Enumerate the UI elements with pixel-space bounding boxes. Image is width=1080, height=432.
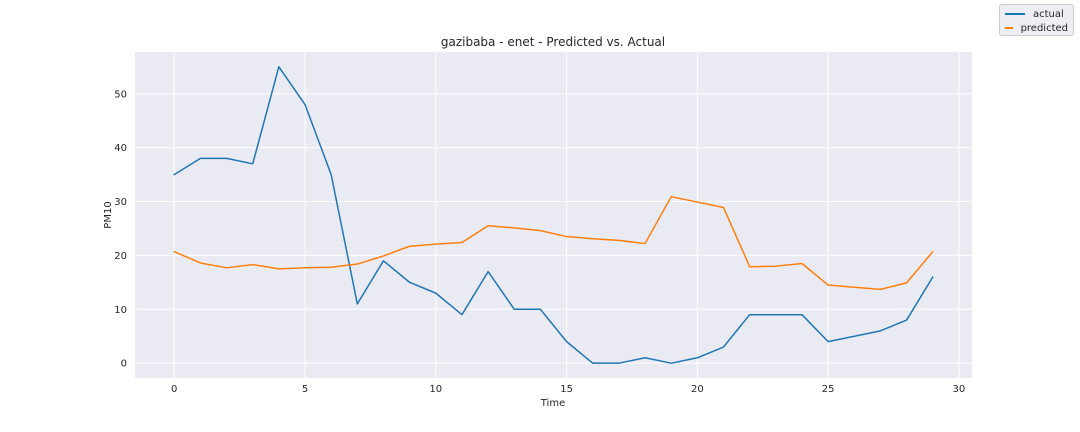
legend-item-actual: actual (1005, 7, 1068, 21)
legend-label-predicted: predicted (1020, 22, 1068, 34)
x-tick-label: 30 (953, 384, 966, 395)
x-axis-ticks: 0 5 10 15 20 25 30 (171, 384, 965, 395)
y-tick-label: 0 (121, 359, 127, 370)
series-line-predicted (173, 195, 934, 291)
y-axis-ticks: 0 10 20 30 40 50 (114, 89, 127, 369)
plot-background (135, 52, 972, 378)
y-tick-label: 10 (114, 305, 127, 316)
series-layer (173, 66, 934, 364)
y-tick-label: 40 (114, 143, 127, 154)
x-tick-label: 5 (302, 384, 308, 395)
y-tick-label: 20 (114, 251, 127, 262)
legend-swatch-predicted (1005, 27, 1013, 29)
x-tick-label: 15 (560, 384, 573, 395)
x-tick-label: 25 (822, 384, 835, 395)
x-tick-label: 10 (429, 384, 442, 395)
series-line-actual (173, 66, 934, 364)
legend: actual predicted (999, 4, 1074, 36)
x-axis-label: Time (540, 398, 565, 409)
grid (135, 52, 972, 378)
x-tick-label: 0 (171, 384, 177, 395)
chart-title: gazibaba - enet - Predicted vs. Actual (441, 35, 665, 49)
legend-swatch-actual (1005, 13, 1025, 15)
y-axis-label: PM10 (103, 201, 114, 228)
y-tick-label: 50 (114, 89, 127, 100)
x-tick-label: 20 (691, 384, 704, 395)
legend-item-predicted: predicted (1005, 21, 1068, 35)
legend-label-actual: actual (1033, 8, 1064, 20)
y-tick-label: 30 (114, 197, 127, 208)
